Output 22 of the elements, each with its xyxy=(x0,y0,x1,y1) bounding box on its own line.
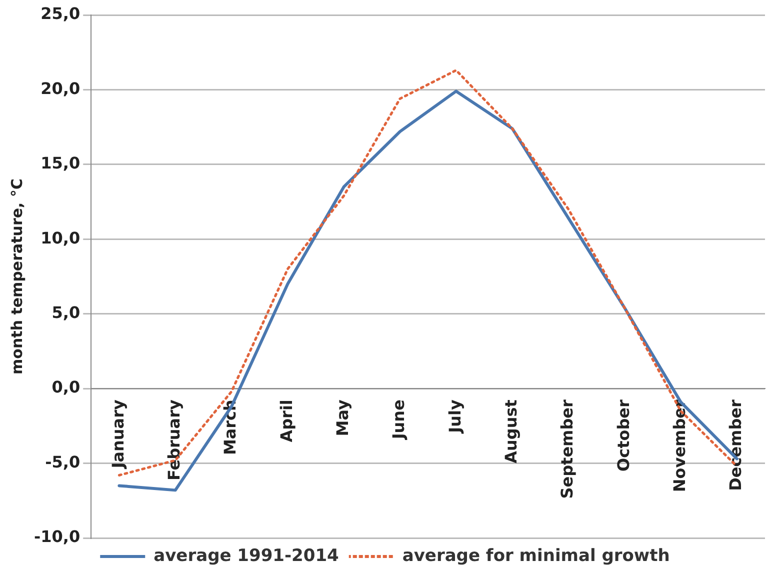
legend-label: average 1991-2014 xyxy=(154,546,340,566)
x-tick-label: January xyxy=(108,399,128,470)
x-tick-label: November xyxy=(670,399,689,492)
y-tick-label: -5,0 xyxy=(45,452,80,472)
x-tick-label: April xyxy=(276,400,296,442)
x-tick-label: February xyxy=(164,399,184,481)
y-tick-label: 0,0 xyxy=(52,378,80,397)
legend-label: average for minimal growth xyxy=(402,546,670,566)
y-tick-label: 20,0 xyxy=(40,78,80,98)
y-tick-label: 10,0 xyxy=(40,228,80,248)
x-tick-label: June xyxy=(389,399,408,440)
x-tick-label: August xyxy=(501,399,520,464)
y-tick-label: 5,0 xyxy=(52,303,80,322)
x-tick-label: September xyxy=(558,399,577,499)
y-tick-label: -10,0 xyxy=(34,527,80,546)
x-tick-label: October xyxy=(614,399,633,472)
y-tick-label: 25,0 xyxy=(40,4,80,24)
x-tick-label: December xyxy=(726,399,746,491)
x-tick-label: May xyxy=(332,399,352,436)
x-tick-label: July xyxy=(445,399,464,434)
y-axis-title: month temperature, °C xyxy=(8,178,26,374)
y-tick-label: 15,0 xyxy=(40,154,80,173)
